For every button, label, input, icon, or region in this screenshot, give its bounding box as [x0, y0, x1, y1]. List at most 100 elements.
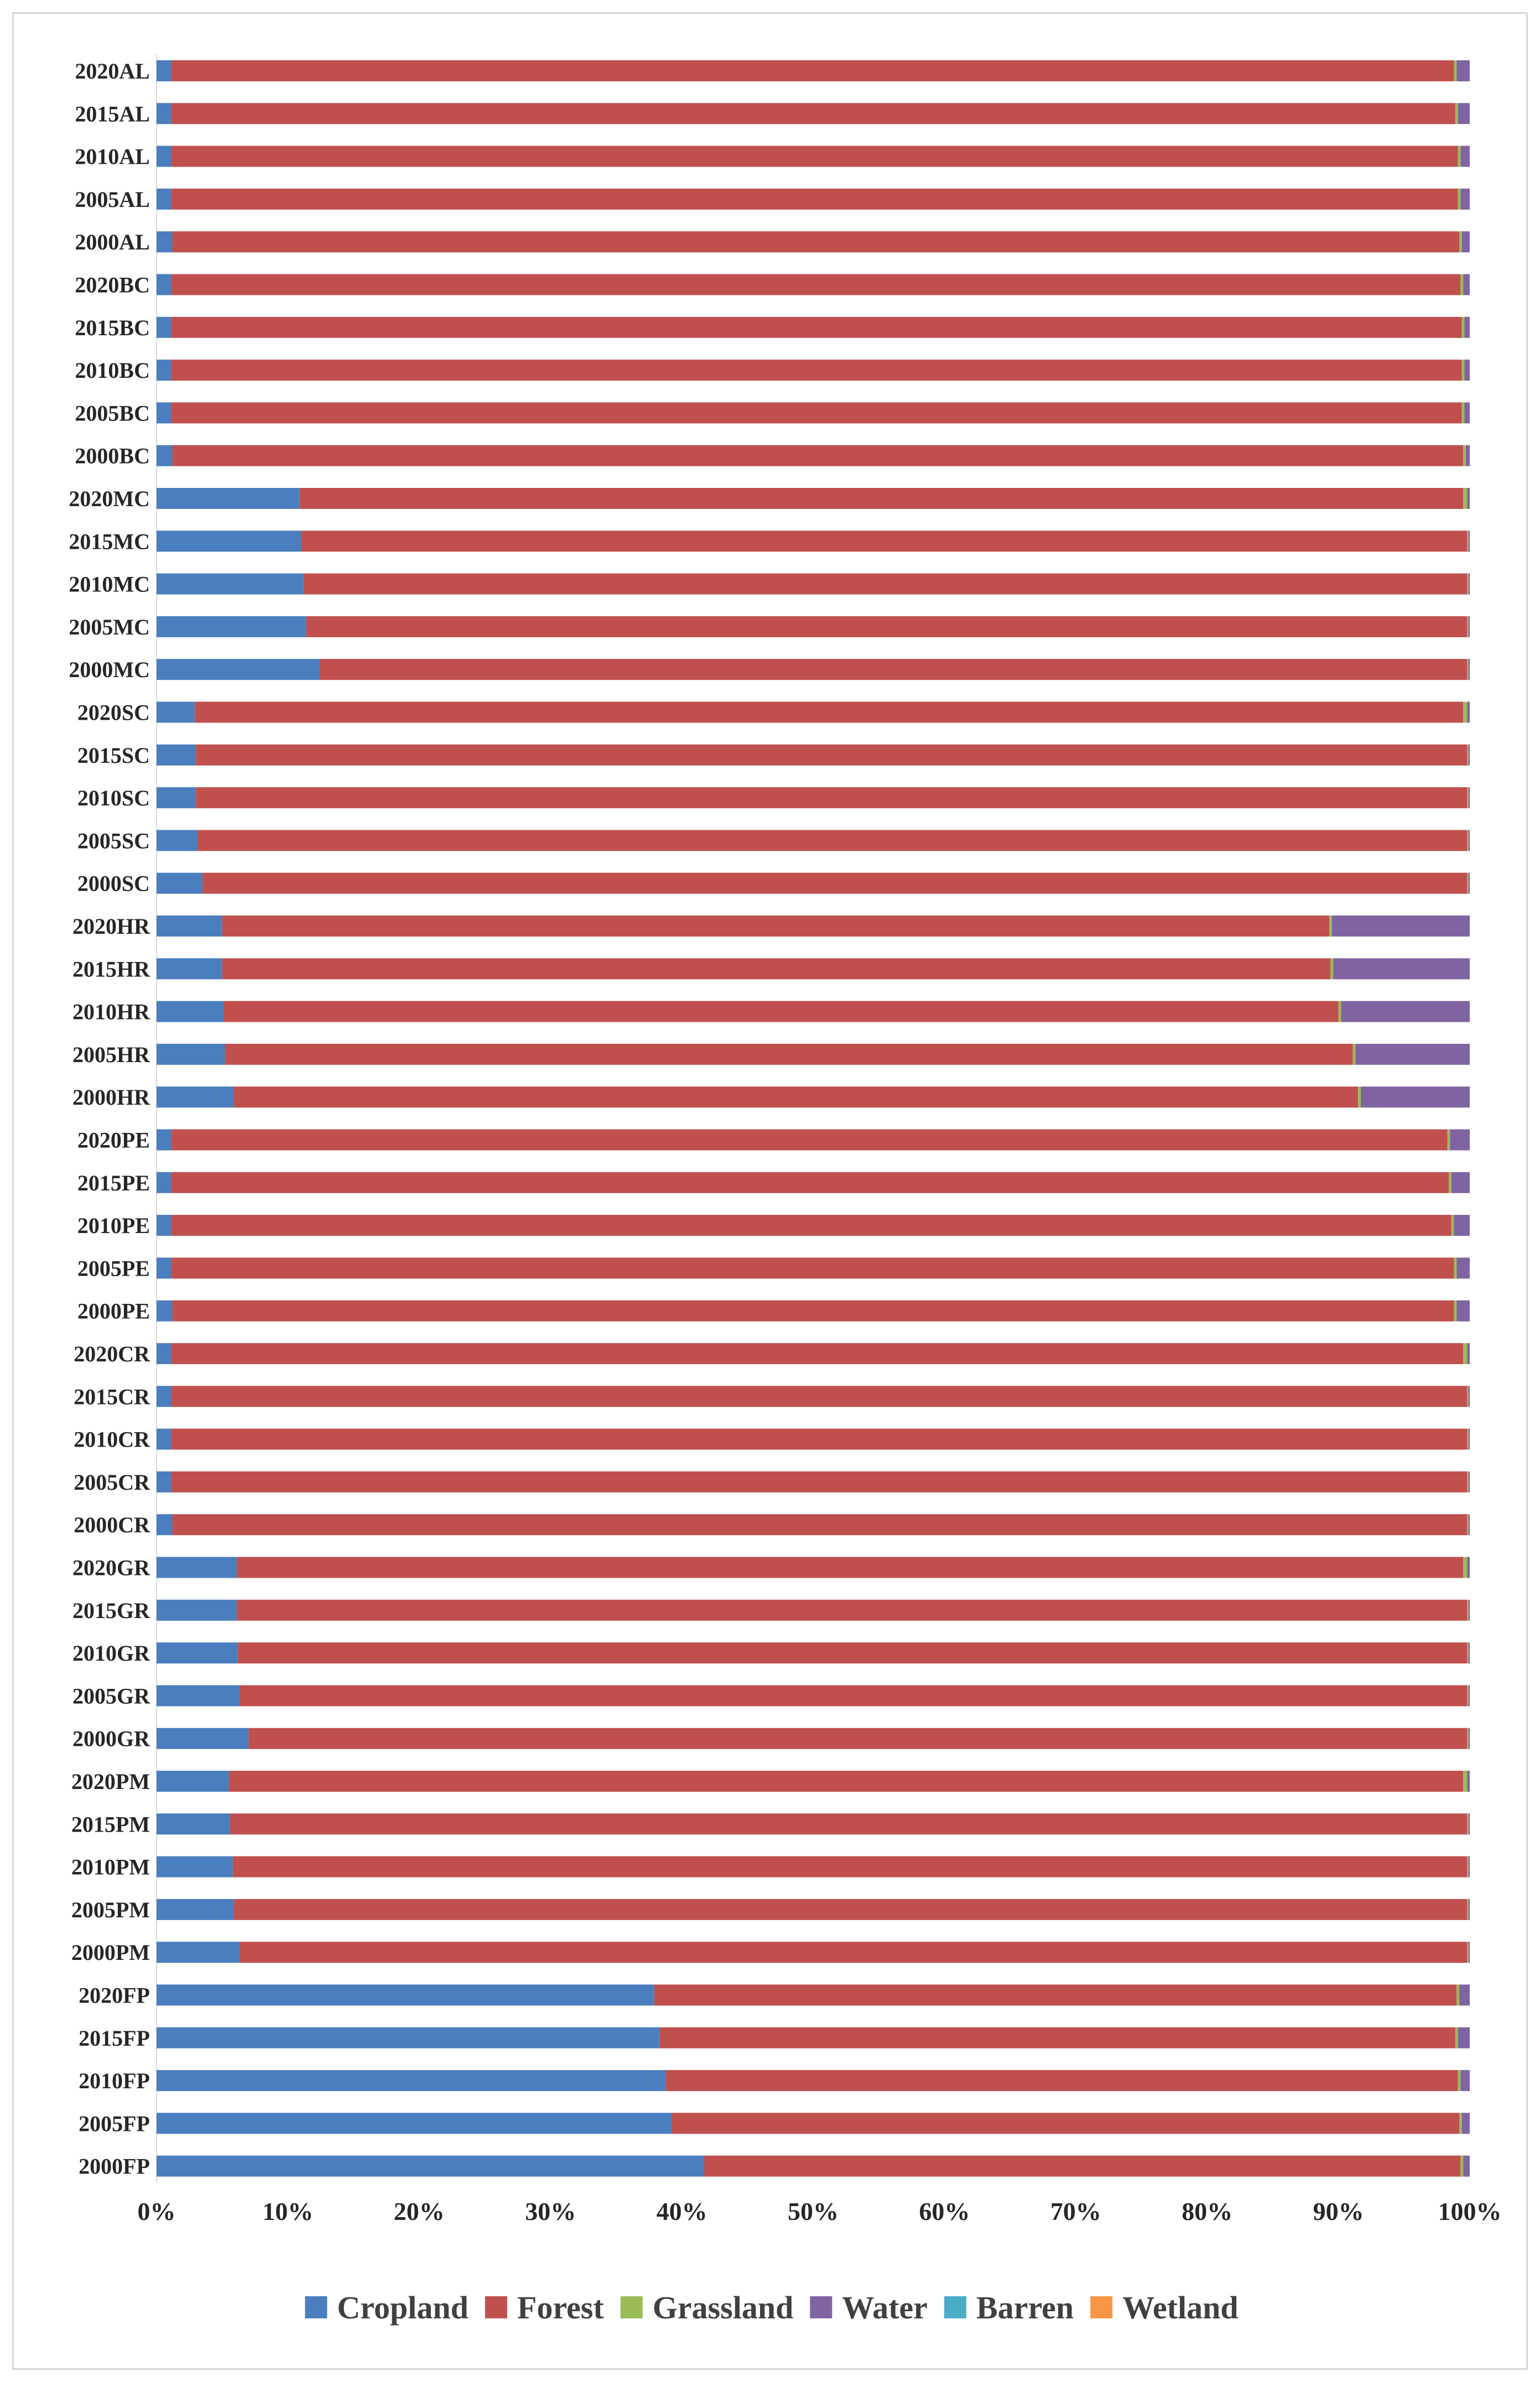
bar-2000mc-forest — [319, 659, 1468, 680]
bar-2005mc-forest — [306, 616, 1468, 637]
bar-2015pm-cropland — [157, 1813, 230, 1835]
bar-2015hr-cropland — [157, 958, 222, 980]
bar-2015fp-water — [1458, 2027, 1470, 2048]
bar-2010pe-water — [1454, 1215, 1470, 1236]
legend-item-water: Water — [810, 2290, 928, 2326]
category-label-2005mc: 2005MC — [69, 615, 150, 639]
bar-2000pe-cropland — [157, 1300, 173, 1322]
bar-2000bc-water — [1465, 445, 1470, 466]
bar-2010hr-water — [1341, 1001, 1470, 1022]
bar-2010al-grassland — [1458, 145, 1461, 167]
bar-2005fp-grassland — [1459, 2113, 1462, 2134]
bar-2015bc-water — [1464, 316, 1470, 338]
bar-2010sc-forest — [196, 787, 1468, 809]
bar-2020sc-water — [1467, 701, 1470, 723]
bar-2020gr-grassland — [1463, 1557, 1468, 1578]
bar-2010gr-cropland — [157, 1642, 238, 1664]
bar-2015gr-water — [1468, 1599, 1470, 1621]
bar-2020al-grassland — [1454, 60, 1457, 81]
bar-2005gr-forest — [239, 1685, 1468, 1707]
bar-2010mc-forest — [303, 573, 1468, 595]
category-label-2020gr: 2020GR — [72, 1556, 150, 1580]
bar-2005pe-grassland — [1454, 1257, 1457, 1279]
bar-2005bc-forest — [171, 402, 1462, 424]
bar-2010pm-forest — [232, 1856, 1468, 1877]
bar-2015al-cropland — [157, 103, 171, 124]
category-label-2015pe: 2015PE — [77, 1171, 150, 1195]
bar-2015mc-grassland — [1467, 531, 1469, 552]
bar-2000al-cropland — [157, 231, 173, 253]
x-tick-2: 20% — [394, 2197, 445, 2225]
category-label-2005pe: 2005PE — [77, 1256, 150, 1281]
legend-swatch-cropland — [305, 2296, 327, 2318]
bar-2005pm-grassland — [1467, 1899, 1469, 1920]
category-label-2015al: 2015AL — [75, 101, 150, 126]
legend-swatch-wetland — [1090, 2296, 1113, 2318]
bar-2015bc-grassland — [1461, 316, 1465, 338]
bar-2000sc-water — [1468, 872, 1470, 894]
category-label-2005bc: 2005BC — [75, 401, 150, 425]
bar-2000cr-cropland — [157, 1514, 173, 1536]
legend-item-cropland: Cropland — [305, 2290, 469, 2326]
category-label-2000gr: 2000GR — [72, 1726, 150, 1751]
bar-2000sc-grassland — [1467, 872, 1469, 894]
bar-2015mc-water — [1468, 531, 1470, 552]
bar-2010al-forest — [171, 145, 1458, 167]
bar-2000gr-grassland — [1467, 1728, 1469, 1749]
bar-2000mc-grassland — [1467, 659, 1469, 680]
legend-item-barren: Barren — [944, 2290, 1074, 2326]
bar-2000sc-cropland — [157, 872, 203, 894]
category-label-2000hr: 2000HR — [72, 1085, 150, 1110]
bar-2000bc-forest — [172, 445, 1464, 466]
bar-2010fp-water — [1460, 2070, 1470, 2092]
bar-2005fp-cropland — [157, 2113, 672, 2134]
category-label-2010pm: 2010PM — [71, 1855, 150, 1880]
category-label-2010al: 2010AL — [75, 144, 150, 169]
legend-item-grassland: Grassland — [620, 2290, 793, 2326]
bar-2015bc-forest — [171, 316, 1462, 338]
category-label-2020pe: 2020PE — [77, 1128, 150, 1153]
bar-2010bc-water — [1464, 360, 1470, 381]
bar-2020cr-water — [1467, 1343, 1470, 1364]
bar-2000gr-forest — [248, 1728, 1468, 1749]
category-label-2005al: 2005AL — [75, 187, 150, 212]
bar-2015fp-cropland — [157, 2027, 660, 2048]
bar-2010cr-cropland — [157, 1428, 171, 1450]
bar-2015pe-grassland — [1449, 1172, 1451, 1193]
x-tick-8: 80% — [1182, 2197, 1232, 2225]
bar-2020al-forest — [171, 60, 1454, 81]
bar-2015sc-forest — [196, 744, 1468, 766]
bar-2000hr-grassland — [1358, 1086, 1361, 1108]
bar-2020gr-cropland — [157, 1557, 237, 1578]
bar-2010mc-cropland — [157, 573, 304, 595]
bar-2005mc-water — [1468, 616, 1470, 637]
category-label-2020al: 2020AL — [75, 59, 150, 84]
legend: Cropland Forest Grassland Water Barren Wetlan… — [305, 2290, 1239, 2326]
bar-2010mc-grassland — [1467, 573, 1469, 595]
bar-2015pm-forest — [230, 1813, 1468, 1835]
bar-2020hr-cropland — [157, 916, 222, 937]
bar-2010hr-cropland — [157, 1001, 224, 1022]
x-tick-7: 70% — [1050, 2197, 1101, 2225]
bar-2000al-forest — [172, 231, 1460, 253]
stacked-bar-chart: 2020AL 2015AL 2010AL 2005AL 2000AL 2020BC 2015… — [69, 54, 1502, 2326]
bar-2005al-cropland — [157, 188, 171, 210]
x-tick-5: 50% — [788, 2197, 839, 2225]
bar-2020hr-grassland — [1329, 916, 1332, 937]
chart-frame: 2020AL 2015AL 2010AL 2005AL 2000AL 2020BC 2015… — [12, 12, 1528, 2370]
bar-2000mc-cropland — [157, 659, 320, 680]
bar-2015al-grassland — [1455, 103, 1458, 124]
bars-layer — [156, 54, 1470, 2183]
bar-2015pe-forest — [171, 1172, 1449, 1193]
bar-2005hr-cropland — [157, 1043, 225, 1065]
category-label-2000sc: 2000SC — [77, 871, 150, 896]
bar-2010cr-water — [1468, 1428, 1470, 1450]
bar-2010sc-grassland — [1467, 787, 1469, 809]
bar-2010cr-forest — [171, 1428, 1468, 1450]
category-label-2020mc: 2020MC — [69, 486, 150, 511]
bar-2000gr-water — [1468, 1728, 1470, 1749]
bar-2010fp-grassland — [1458, 2070, 1461, 2092]
bar-2000hr-forest — [234, 1086, 1359, 1108]
category-label-2020sc: 2020SC — [77, 700, 150, 725]
bar-2000pe-water — [1456, 1300, 1470, 1322]
